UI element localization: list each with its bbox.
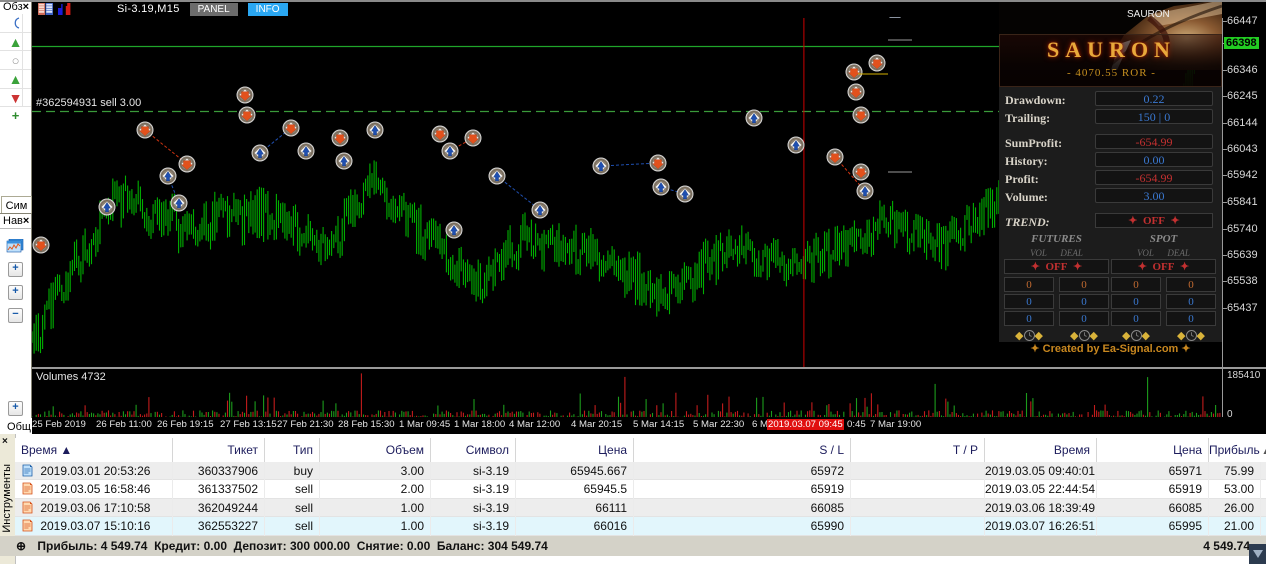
svg-text:#362594931 sell 3.00: #362594931 sell 3.00 xyxy=(36,97,141,109)
